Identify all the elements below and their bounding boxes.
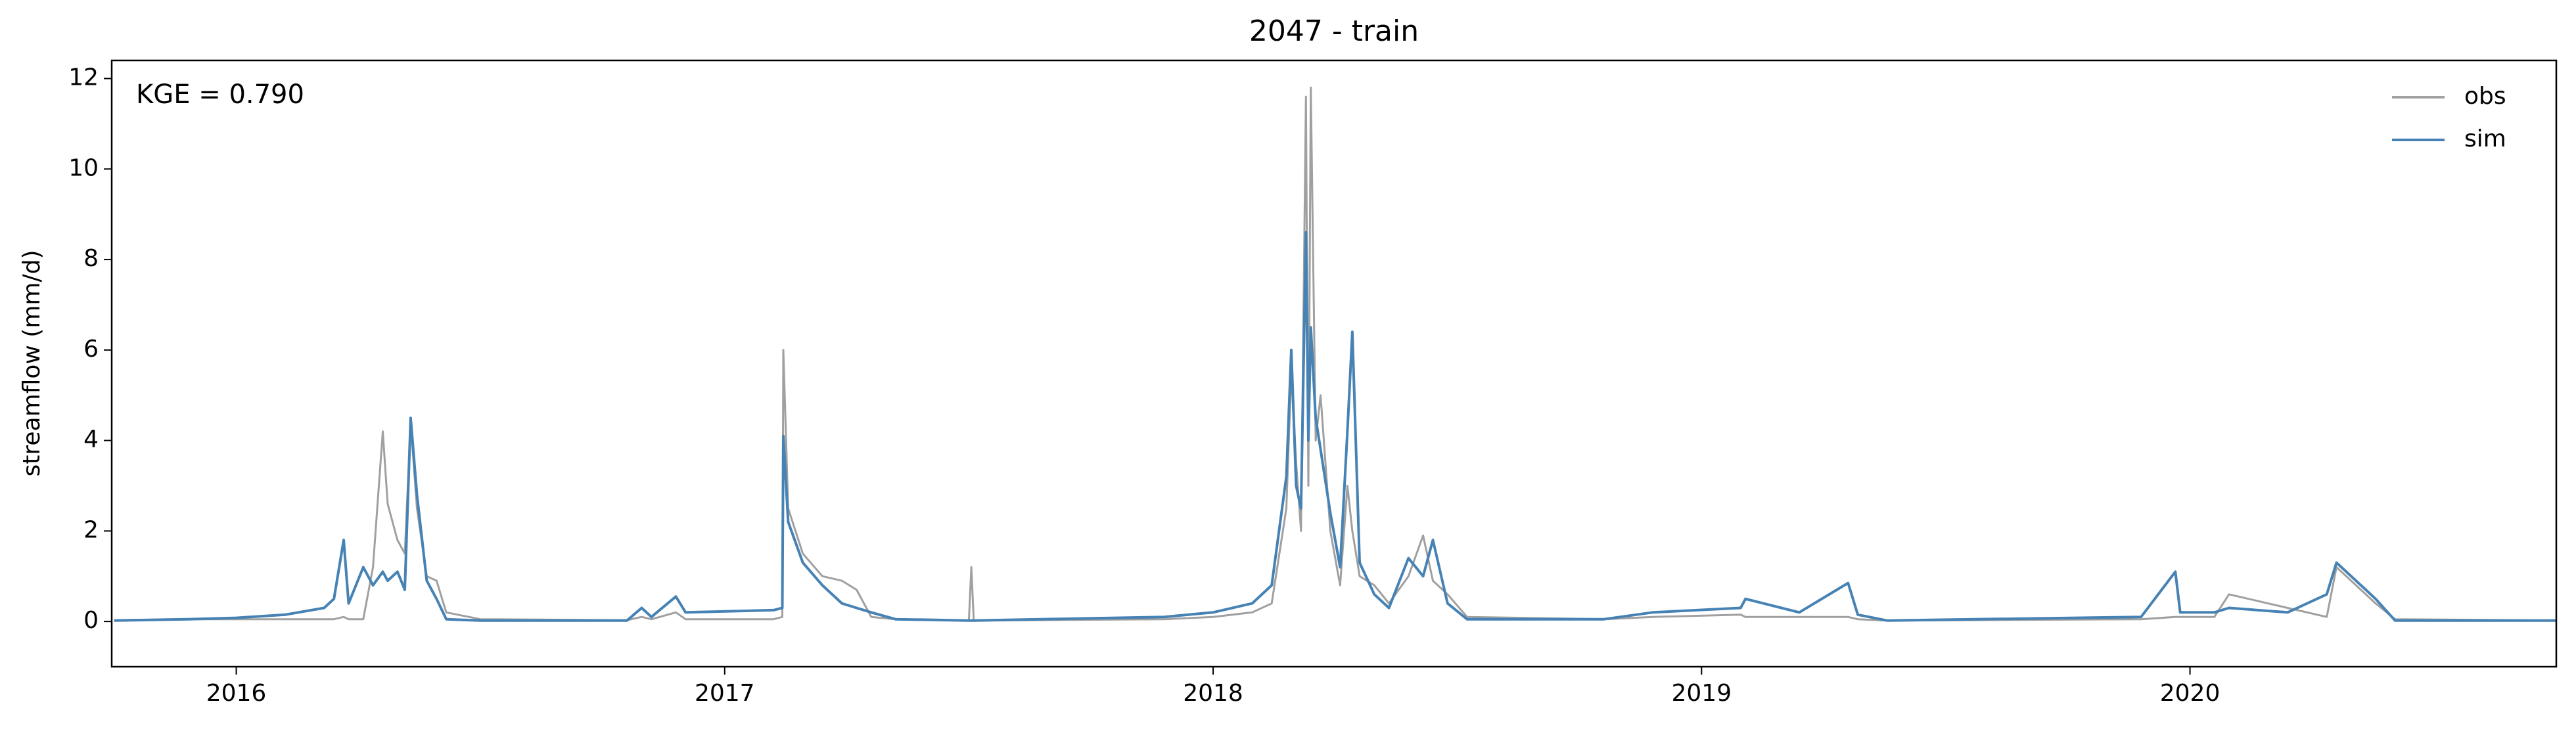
x-tick-label: 2019 bbox=[1671, 680, 1732, 707]
y-axis-label: streamflow (mm/d) bbox=[18, 250, 45, 477]
legend-label: sim bbox=[2464, 125, 2506, 152]
x-tick-label: 2018 bbox=[1183, 680, 1243, 707]
y-tick-label: 6 bbox=[83, 336, 99, 363]
y-tick-label: 2 bbox=[83, 516, 99, 543]
y-tick-label: 10 bbox=[68, 154, 99, 181]
plot-frame bbox=[110, 59, 2558, 668]
y-tick-label: 0 bbox=[83, 607, 99, 634]
x-tick-label: 2016 bbox=[206, 680, 267, 707]
x-tick-label: 2020 bbox=[2160, 680, 2220, 707]
y-tick-label: 4 bbox=[83, 426, 99, 453]
series-line bbox=[114, 231, 2556, 622]
legend-label: obs bbox=[2464, 83, 2506, 110]
y-tick-label: 8 bbox=[83, 245, 99, 272]
y-tick-label: 12 bbox=[68, 64, 99, 91]
chart-title: 2047 - train bbox=[1249, 14, 1419, 48]
annotation: KGE = 0.790 bbox=[136, 79, 304, 110]
x-tick-label: 2017 bbox=[695, 680, 755, 707]
